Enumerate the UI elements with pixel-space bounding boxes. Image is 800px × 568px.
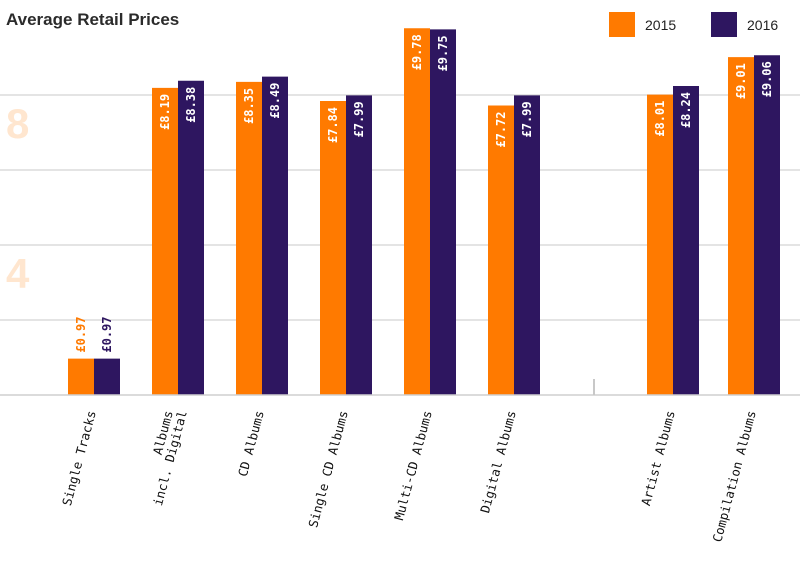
bar-value-label: £0.97 bbox=[100, 317, 114, 353]
legend-label-2015: 2015 bbox=[645, 17, 676, 33]
bar-value-label: £9.06 bbox=[760, 61, 774, 97]
chart-title: Average Retail Prices bbox=[6, 10, 179, 29]
y-tick-label: 4 bbox=[6, 250, 30, 297]
bar-value-label: £7.84 bbox=[326, 107, 340, 143]
bar-2016 bbox=[754, 55, 780, 395]
bar-value-label: £8.24 bbox=[679, 92, 693, 128]
bar-value-label: £8.38 bbox=[184, 87, 198, 123]
bar-2016 bbox=[346, 95, 372, 395]
bar-2015 bbox=[68, 358, 94, 395]
bar-value-label: £8.19 bbox=[158, 94, 172, 130]
bar-value-label: £8.01 bbox=[653, 101, 667, 137]
bar-2016 bbox=[673, 86, 699, 395]
y-tick-labels: 48 bbox=[6, 100, 30, 297]
bar-value-label: £7.99 bbox=[520, 101, 534, 137]
category-label: CD Albums bbox=[235, 409, 267, 478]
category-label: Single CD Albums bbox=[305, 409, 351, 529]
bar-2015 bbox=[488, 105, 514, 395]
category-label: Digital Albums bbox=[477, 409, 519, 515]
bar-2015 bbox=[320, 101, 346, 395]
bar-2015 bbox=[647, 94, 673, 395]
category-label: Artist Albums bbox=[638, 409, 678, 507]
bar-2015 bbox=[728, 57, 754, 395]
bar-2016 bbox=[178, 80, 204, 395]
bars bbox=[68, 28, 780, 395]
legend-swatch-2016 bbox=[711, 12, 737, 37]
bar-2016 bbox=[262, 76, 288, 395]
bar-2015 bbox=[404, 28, 430, 395]
category-label: Multi-CD Albums bbox=[391, 409, 435, 522]
bar-2015 bbox=[152, 87, 178, 395]
legend: 2015 2016 bbox=[609, 12, 778, 37]
bar-value-label: £8.49 bbox=[268, 83, 282, 119]
legend-swatch-2015 bbox=[609, 12, 635, 37]
bar-value-label: £9.78 bbox=[410, 34, 424, 70]
bar-2015 bbox=[236, 81, 262, 395]
bar-2016 bbox=[94, 358, 120, 395]
bar-value-label: £9.01 bbox=[734, 63, 748, 99]
bar-value-label: £8.35 bbox=[242, 88, 256, 124]
bar-value-label: £7.72 bbox=[494, 112, 508, 148]
bar-2016 bbox=[514, 95, 540, 395]
bar-value-label: £0.97 bbox=[74, 317, 88, 353]
category-label: Single Tracks bbox=[59, 409, 99, 507]
category-label: Compilation Albums bbox=[709, 409, 759, 544]
legend-label-2016: 2016 bbox=[747, 17, 778, 33]
bar-value-label: £9.75 bbox=[436, 35, 450, 71]
y-tick-label: 8 bbox=[6, 100, 29, 147]
bar-2016 bbox=[430, 29, 456, 395]
bar-value-label: £7.99 bbox=[352, 101, 366, 137]
bar-value-labels: £0.97 £0.97 £8.19 £8.38 £8.35 £8.49 £7.84 £7.99… bbox=[74, 34, 774, 352]
